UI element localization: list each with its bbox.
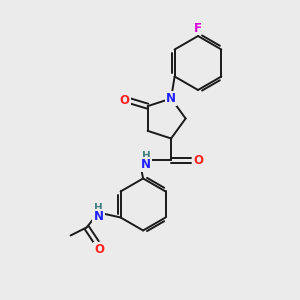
Text: N: N xyxy=(166,92,176,105)
Text: H: H xyxy=(142,152,151,161)
Text: N: N xyxy=(94,210,103,223)
Text: H: H xyxy=(94,203,103,214)
Text: O: O xyxy=(119,94,129,107)
Text: O: O xyxy=(94,243,105,256)
Text: O: O xyxy=(193,154,203,167)
Text: F: F xyxy=(194,22,202,34)
Text: N: N xyxy=(141,158,151,171)
